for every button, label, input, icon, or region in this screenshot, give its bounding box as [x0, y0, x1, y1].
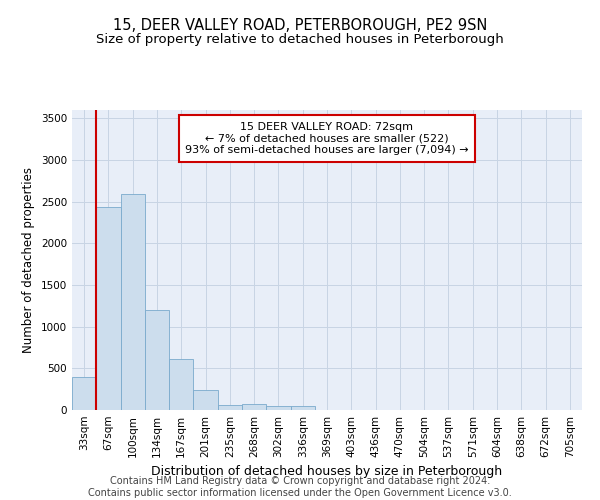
Bar — [193, 390, 218, 410]
Bar — [145, 310, 169, 410]
Bar — [121, 194, 145, 410]
Bar — [169, 359, 193, 410]
Text: 15 DEER VALLEY ROAD: 72sqm
← 7% of detached houses are smaller (522)
93% of semi: 15 DEER VALLEY ROAD: 72sqm ← 7% of detac… — [185, 122, 469, 155]
Text: Contains HM Land Registry data © Crown copyright and database right 2024.
Contai: Contains HM Land Registry data © Crown c… — [88, 476, 512, 498]
Text: 15, DEER VALLEY ROAD, PETERBOROUGH, PE2 9SN: 15, DEER VALLEY ROAD, PETERBOROUGH, PE2 … — [113, 18, 487, 32]
Bar — [72, 377, 96, 410]
Text: Size of property relative to detached houses in Peterborough: Size of property relative to detached ho… — [96, 32, 504, 46]
Bar — [266, 406, 290, 410]
Y-axis label: Number of detached properties: Number of detached properties — [22, 167, 35, 353]
Bar — [96, 206, 121, 410]
Bar — [242, 404, 266, 410]
Bar — [290, 406, 315, 410]
Bar — [218, 405, 242, 410]
X-axis label: Distribution of detached houses by size in Peterborough: Distribution of detached houses by size … — [151, 466, 503, 478]
